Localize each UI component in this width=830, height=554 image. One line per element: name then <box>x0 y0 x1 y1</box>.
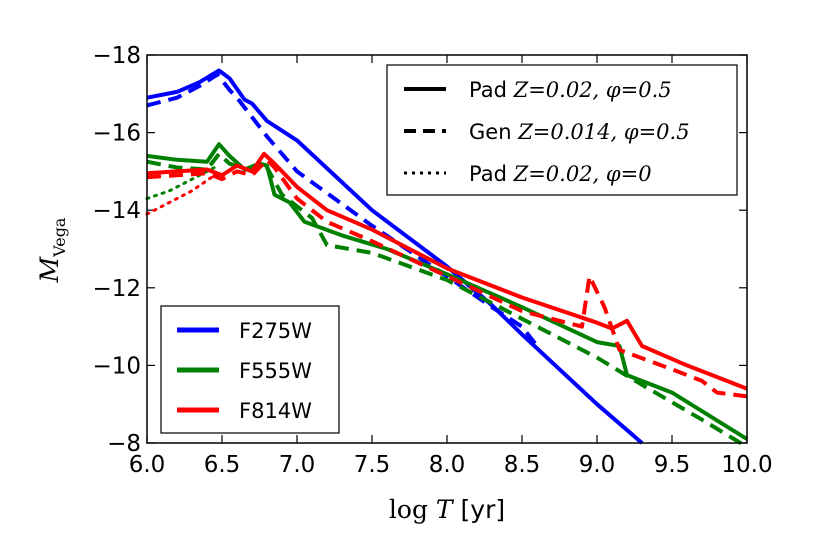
y-tick-label: −8 <box>107 431 141 457</box>
series-line-f814w-dashed <box>146 157 748 399</box>
series-line-f555w-solid <box>146 142 749 441</box>
y-tick-label: −16 <box>92 121 141 147</box>
legend-dotted-label: Pad Z=0.02, φ=0 <box>469 162 652 186</box>
legend-f814w-label: F814W <box>239 399 312 423</box>
y-tick-label: −12 <box>92 276 141 302</box>
x-tick-label: 8.5 <box>504 452 541 478</box>
x-tick-label: 6.5 <box>204 452 241 478</box>
series-line-f814w-solid <box>146 151 748 391</box>
series-line-f275w-dashed <box>146 72 539 348</box>
plot-frame <box>146 54 748 444</box>
legend-dashed-label: Gen Z=0.014, φ=0.5 <box>469 120 690 144</box>
tick-labels: 6.0 6.5 7.0 7.5 8.0 8.5 9.0 9.5 10.0 −18 −16 −14 −12… <box>92 43 772 478</box>
x-tick-label: 7.0 <box>279 452 316 478</box>
x-axis-label: log T [yr] <box>389 495 505 524</box>
x-tick-label: 9.0 <box>579 452 616 478</box>
x-tick-label: 6.0 <box>129 452 166 478</box>
series-line-f275w-solid <box>146 68 644 445</box>
y-tick-label: −14 <box>92 198 141 224</box>
filter-legend: F275W F555W F814W <box>160 305 340 434</box>
series-layer <box>145 68 749 449</box>
style-legend: Pad Z=0.02, φ=0.5 Gen Z=0.014, φ=0.5 Pad… <box>386 64 738 196</box>
y-tick-label: −10 <box>92 353 141 379</box>
legend-f555w-label: F555W <box>239 359 312 383</box>
x-tick-label: 8.0 <box>429 452 466 478</box>
x-tick-label: 10.0 <box>721 452 772 478</box>
x-tick-label: 7.5 <box>354 452 391 478</box>
x-tick-label: 9.5 <box>654 452 691 478</box>
y-axis-label: MVega <box>35 217 69 283</box>
y-tick-label: −18 <box>92 43 141 69</box>
legend-solid-label: Pad Z=0.02, φ=0.5 <box>469 78 672 102</box>
legend-f275w-label: F275W <box>239 319 312 343</box>
series-line-f814w-dotted <box>145 173 216 216</box>
series-line-f555w-dashed <box>146 151 749 449</box>
